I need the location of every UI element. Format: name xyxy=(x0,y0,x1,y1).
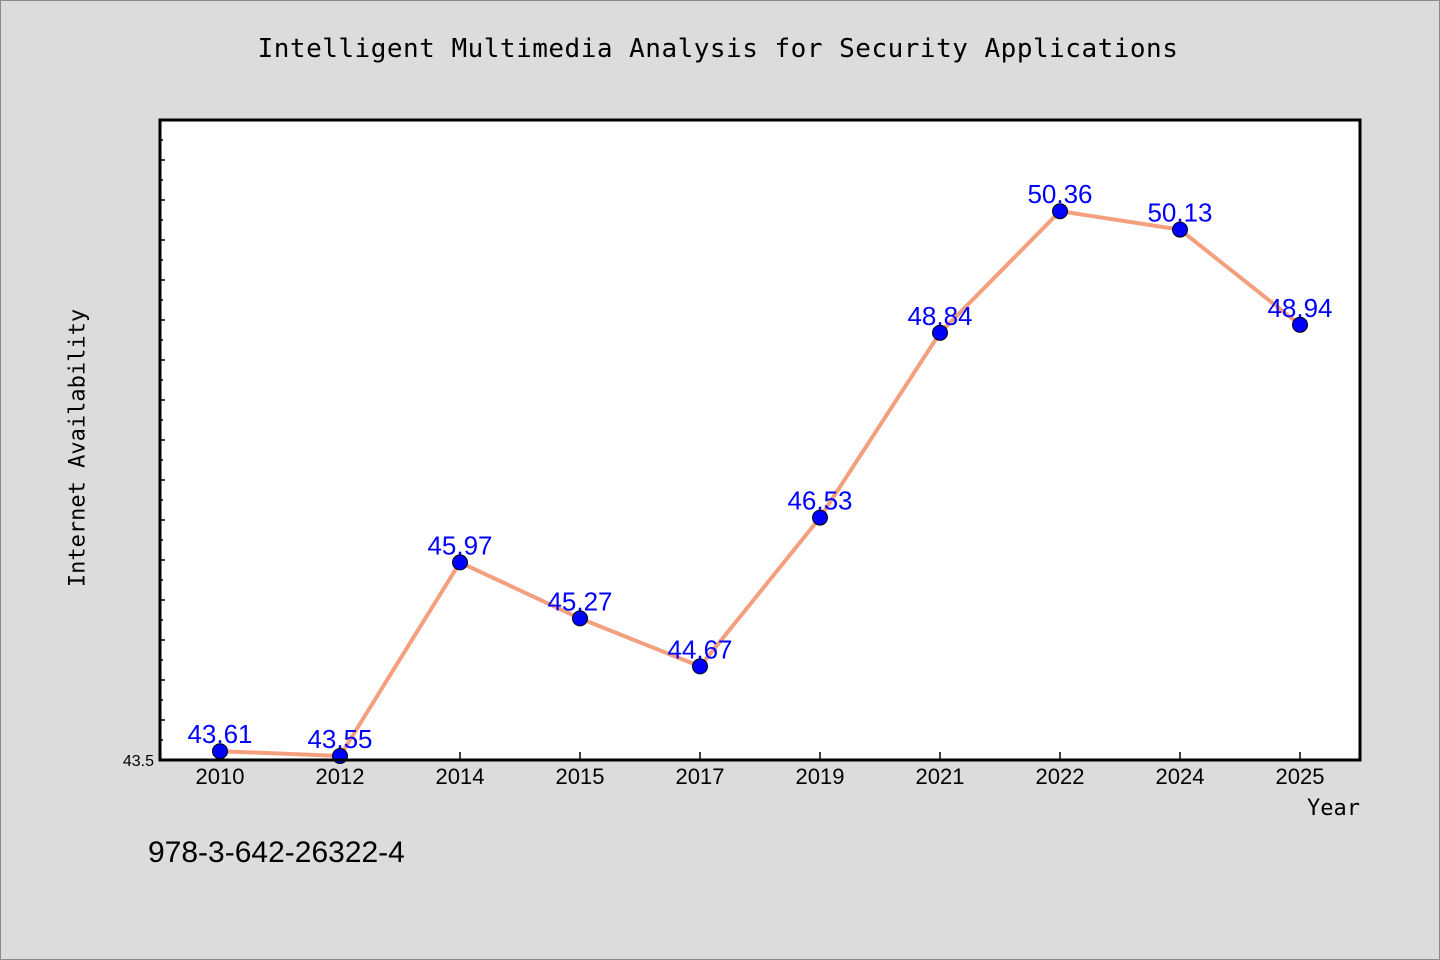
y-tick-labels: 43.5 xyxy=(123,753,154,770)
data-label: 43.55 xyxy=(307,724,372,754)
x-tick-label: 2017 xyxy=(676,764,725,789)
isbn-footnote: 978-3-642-26322-4 xyxy=(148,836,405,869)
x-tick-label: 2021 xyxy=(916,764,965,789)
data-point xyxy=(932,324,948,341)
data-point xyxy=(1172,221,1188,238)
x-ticks: 2010 2012 2014 2015 2017 2019 2021 2022 2024 2025 xyxy=(196,752,1325,789)
series-line xyxy=(218,209,1302,758)
chart-title: Intelligent Multimedia Analysis for Secu… xyxy=(257,34,1179,64)
y-tick-label: 43.5 xyxy=(123,753,154,770)
series-line-group xyxy=(218,209,1302,758)
x-tick-label: 2019 xyxy=(796,764,845,789)
data-point xyxy=(1292,316,1308,333)
data-point xyxy=(572,610,588,627)
x-tick-label: 2010 xyxy=(196,764,245,789)
data-point xyxy=(812,509,828,526)
x-tick-label: 2024 xyxy=(1156,764,1205,789)
data-label: 50.13 xyxy=(1147,198,1212,228)
data-point xyxy=(1052,203,1068,220)
data-label: 48.84 xyxy=(907,301,972,331)
data-labels: 43.61 43.55 45.97 45.27 44.67 46.53 48.84 50.36… xyxy=(187,179,1332,754)
x-tick-label: 2022 xyxy=(1036,764,1085,789)
data-label: 44.67 xyxy=(667,634,732,664)
data-label: 50.36 xyxy=(1027,179,1092,209)
data-label: 45.27 xyxy=(547,586,612,616)
data-label: 43.61 xyxy=(187,719,252,749)
data-label: 46.53 xyxy=(787,486,852,516)
x-tick-label: 2025 xyxy=(1276,764,1325,789)
x-tick-label: 2015 xyxy=(556,764,605,789)
x-tick-label: 2012 xyxy=(316,764,365,789)
data-point xyxy=(692,658,708,675)
x-tick-label: 2014 xyxy=(436,764,485,789)
data-point xyxy=(452,554,468,571)
plot-border xyxy=(158,118,1362,762)
data-label: 45.97 xyxy=(427,530,492,560)
data-label: 48.94 xyxy=(1267,293,1332,323)
x-axis-label: Year xyxy=(1307,796,1360,821)
